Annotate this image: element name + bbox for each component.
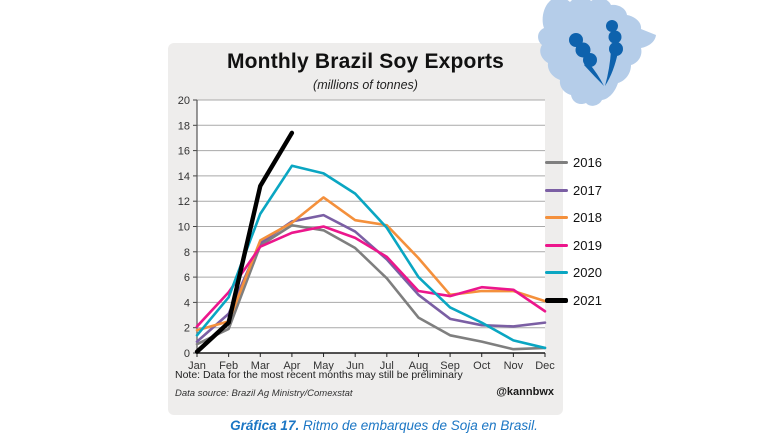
brazil-land-shape [538, 0, 656, 106]
legend-label-2016: 2016 [573, 155, 602, 171]
legend-item-2019: 2019 [545, 232, 602, 260]
chart-card: Monthly Brazil Soy Exports (millions of … [168, 43, 563, 415]
legend-label-2018: 2018 [573, 210, 602, 226]
legend-item-2021: 2021 [545, 287, 602, 315]
soybean-icon [569, 20, 623, 86]
brazil-map-icon [538, 0, 656, 106]
legend: 2016 2017 2018 2019 2020 2021 [545, 149, 602, 314]
legend-item-2020: 2020 [545, 259, 602, 287]
legend-swatch-2018 [545, 216, 568, 220]
x-tick-label: Jul [380, 360, 394, 372]
legend-item-2017: 2017 [545, 177, 602, 205]
data-source-text: Data source: Brazil Ag Ministry/Comexsta… [175, 388, 353, 399]
x-tick-label: Apr [283, 360, 300, 372]
y-tick-label: 16 [178, 146, 190, 158]
legend-label-2017: 2017 [573, 182, 602, 198]
soy-exports-plot: 0 2 4 6 8 10 12 14 16 18 20 Jan Feb Mar Apr May Jun Jul Au… [178, 95, 556, 372]
series-line-2019 [195, 225, 547, 328]
x-tick-label: Dec [535, 360, 555, 372]
series-line-2016 [195, 223, 547, 351]
legend-swatch-2019 [545, 243, 568, 247]
x-tick-label: Jan [188, 360, 206, 372]
legend-label-2021: 2021 [573, 292, 602, 308]
legend-label-2019: 2019 [573, 237, 602, 253]
legend-swatch-2017 [545, 188, 568, 192]
y-tick-label: 18 [178, 120, 190, 132]
legend-label-2020: 2020 [573, 265, 602, 281]
legend-item-2018: 2018 [545, 204, 602, 232]
caption-number: Gráfica 17. [230, 418, 300, 433]
y-tick-label: 2 [184, 323, 190, 335]
twitter-handle: @kannbwx [496, 386, 554, 398]
legend-item-2016: 2016 [545, 149, 602, 177]
y-tick-label: 8 [184, 247, 190, 259]
series-line-2021 [194, 130, 295, 354]
y-tick-label: 0 [184, 348, 190, 360]
x-tick-label: Oct [473, 360, 490, 372]
legend-swatch-2020 [545, 271, 568, 275]
y-tick-label: 20 [178, 95, 190, 107]
y-tick-label: 6 [184, 272, 190, 284]
series-line-2020 [195, 164, 547, 350]
x-tick-label: Sep [440, 360, 460, 372]
y-tick-label: 14 [178, 171, 190, 183]
x-tick-label: Nov [504, 360, 524, 372]
caption-text: Ritmo de embarques de Soja en Brasil. [299, 418, 538, 433]
chart-title: Monthly Brazil Soy Exports [226, 50, 505, 73]
x-tick-label: Mar [251, 360, 270, 372]
chart-subtitle: (millions of tonnes) [313, 78, 418, 92]
x-tick-label: Aug [409, 360, 429, 372]
y-tick-label: 4 [184, 297, 190, 309]
x-tick-label: Feb [219, 360, 238, 372]
legend-swatch-2021 [545, 297, 568, 303]
y-tick-label: 12 [178, 196, 190, 208]
y-tick-label: 10 [178, 222, 190, 234]
x-tick-label: May [313, 360, 334, 372]
legend-swatch-2016 [545, 161, 568, 165]
x-tick-label: Jun [346, 360, 364, 372]
note-text: Note: Data for the most recent months ma… [175, 369, 463, 381]
figure-caption: Gráfica 17. Ritmo de embarques de Soja e… [0, 418, 768, 433]
